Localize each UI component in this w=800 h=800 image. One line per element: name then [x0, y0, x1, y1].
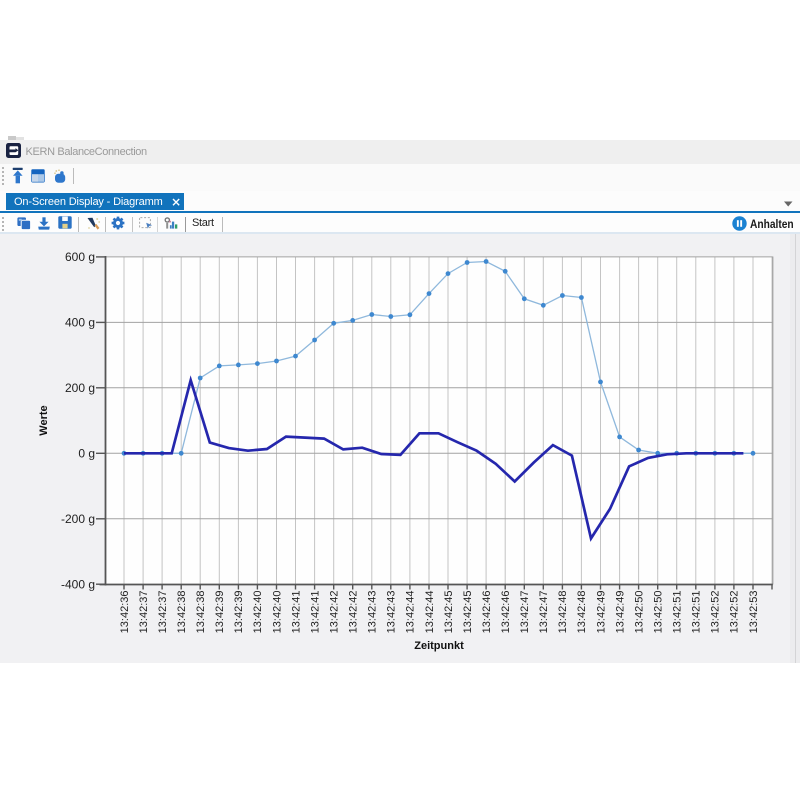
- svg-text:0 g: 0 g: [78, 447, 95, 461]
- svg-text:13:42:44: 13:42:44: [424, 591, 436, 634]
- svg-text:13:42:50: 13:42:50: [633, 591, 645, 634]
- svg-text:13:42:40: 13:42:40: [252, 591, 264, 634]
- svg-text:13:42:50: 13:42:50: [653, 591, 665, 634]
- svg-text:13:42:49: 13:42:49: [614, 591, 626, 634]
- svg-text:13:42:42: 13:42:42: [348, 591, 360, 634]
- svg-text:13:42:47: 13:42:47: [538, 591, 550, 634]
- svg-text:600 g: 600 g: [65, 250, 95, 264]
- svg-text:200 g: 200 g: [65, 381, 95, 395]
- svg-text:13:42:43: 13:42:43: [386, 591, 398, 634]
- svg-text:13:42:37: 13:42:37: [138, 591, 150, 634]
- svg-text:13:42:43: 13:42:43: [367, 591, 379, 634]
- svg-text:13:42:47: 13:42:47: [519, 591, 531, 634]
- svg-text:13:42:46: 13:42:46: [481, 591, 493, 634]
- svg-text:13:42:52: 13:42:52: [729, 591, 741, 634]
- svg-text:Werte: Werte: [38, 405, 50, 435]
- svg-text:13:42:37: 13:42:37: [157, 591, 169, 634]
- svg-text:-200 g: -200 g: [61, 512, 95, 526]
- svg-text:13:42:51: 13:42:51: [672, 591, 684, 634]
- svg-text:13:42:41: 13:42:41: [309, 591, 321, 634]
- svg-text:13:42:39: 13:42:39: [233, 591, 245, 634]
- svg-text:13:42:49: 13:42:49: [595, 591, 607, 634]
- svg-text:13:42:46: 13:42:46: [500, 591, 512, 634]
- svg-text:13:42:40: 13:42:40: [271, 591, 283, 634]
- svg-text:13:42:51: 13:42:51: [691, 591, 703, 634]
- svg-text:13:42:41: 13:42:41: [290, 591, 302, 634]
- svg-text:13:42:45: 13:42:45: [443, 591, 455, 634]
- svg-text:13:42:44: 13:42:44: [405, 591, 417, 634]
- svg-text:13:42:52: 13:42:52: [710, 591, 722, 634]
- svg-text:13:42:39: 13:42:39: [214, 591, 226, 634]
- svg-text:13:42:48: 13:42:48: [557, 591, 569, 634]
- svg-text:13:42:38: 13:42:38: [176, 591, 188, 634]
- svg-text:13:42:36: 13:42:36: [119, 591, 131, 634]
- svg-text:13:42:53: 13:42:53: [748, 591, 760, 634]
- svg-text:13:42:42: 13:42:42: [329, 591, 341, 634]
- svg-text:400 g: 400 g: [65, 316, 95, 330]
- svg-text:-400 g: -400 g: [61, 577, 95, 591]
- svg-text:13:42:45: 13:42:45: [462, 591, 474, 634]
- svg-text:13:42:48: 13:42:48: [576, 591, 588, 634]
- svg-text:Zeitpunkt: Zeitpunkt: [414, 640, 464, 652]
- svg-text:13:42:38: 13:42:38: [195, 591, 207, 634]
